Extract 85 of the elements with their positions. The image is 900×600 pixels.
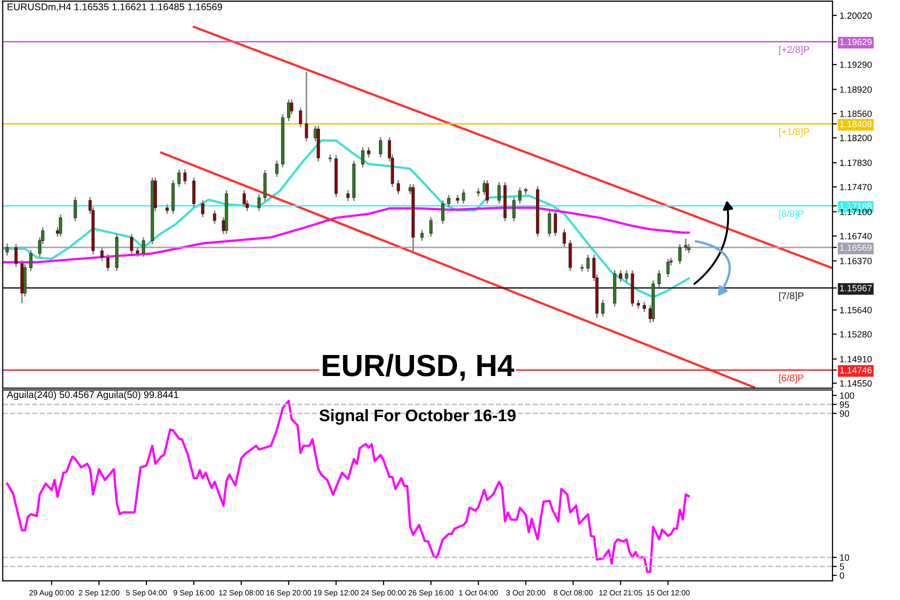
y-tick-label: 1.19290 — [840, 62, 872, 68]
candlestick — [378, 136, 382, 158]
candlestick — [420, 229, 424, 242]
candlestick — [548, 210, 552, 238]
text: EUR/USD, H4 — [322, 354, 514, 381]
candlestick — [642, 301, 646, 313]
candlestick — [192, 176, 196, 208]
y-tick-label: 1.15640 — [840, 306, 872, 314]
candlestick — [554, 210, 558, 237]
y-tick-label: 1.17830 — [840, 160, 872, 166]
y-tick-label: 1.20020 — [840, 12, 872, 19]
y-tick-label: 1.17470 — [840, 184, 872, 190]
candlestick — [346, 190, 350, 202]
candlestick — [166, 204, 169, 214]
y-tick-label: 1.16569 — [840, 244, 872, 251]
y-tick-label: 1.15967 — [840, 284, 872, 292]
y-tick-label: 1.19629 — [840, 38, 872, 46]
y-tick-label: 1.18560 — [840, 110, 872, 117]
candlestick — [106, 253, 110, 272]
y-tick-label: 1.16370 — [840, 258, 872, 264]
y-tick-label: 1.14910 — [840, 356, 872, 362]
candlestick — [618, 270, 622, 282]
candlestick — [242, 190, 246, 208]
y-tick-label: 1.18408 — [840, 120, 872, 128]
candlestick — [201, 200, 204, 218]
candlestick — [142, 236, 146, 258]
y-tick-label: 1.18920 — [840, 86, 872, 93]
ref-line-label: [8/8]P — [779, 210, 804, 220]
candlestick — [684, 238, 688, 252]
y-tick-label: 5 — [840, 563, 844, 570]
candlestick — [462, 188, 466, 204]
ref-line-label: [6/8]P — [779, 374, 804, 384]
candlestick — [429, 216, 433, 238]
candlestick — [562, 228, 566, 248]
y-tick-label: 1.18200 — [840, 134, 872, 142]
ref-line-label: [7/8]P — [779, 292, 804, 302]
y-tick-label: 100 — [840, 392, 854, 399]
candlestick — [257, 194, 261, 212]
candlestick — [298, 106, 302, 128]
candlestick — [361, 146, 364, 168]
y-tick-label: 95 — [840, 401, 850, 408]
line-series — [3, 206, 690, 264]
candlestick — [512, 196, 516, 222]
candlestick — [130, 233, 134, 255]
candlestick — [497, 182, 501, 204]
y-tick-label: 10 — [840, 554, 850, 561]
y-tick-label: 90 — [840, 410, 850, 417]
candlestick — [304, 71, 308, 142]
line-series — [6, 400, 690, 573]
candlestick — [658, 270, 661, 288]
annotation: EURUSDm,H4 1.16535 1.16621 1.16485 1.16569 — [8, 3, 222, 12]
candlestick — [58, 214, 62, 238]
candlestick — [74, 196, 77, 222]
candlestick — [183, 168, 187, 185]
candlestick — [586, 254, 590, 272]
y-tick-label: 1.15280 — [840, 331, 872, 338]
candlestick — [518, 186, 522, 204]
y-tick-label: 1.14746 — [840, 367, 872, 374]
candlestick — [14, 243, 18, 268]
candlestick — [447, 194, 450, 208]
candlestick — [441, 200, 444, 225]
candlestick — [678, 243, 682, 265]
candlestick — [396, 179, 400, 195]
candlestick — [367, 146, 370, 158]
candlestick — [6, 242, 9, 256]
candlestick — [666, 258, 670, 278]
annotation: Aguila(240) 50.4567 Aguila(50) 99.8441 — [6, 390, 178, 400]
candlestick — [136, 246, 140, 258]
y-tick-label: 1.14550 — [840, 380, 872, 387]
candlestick — [29, 249, 32, 272]
candlestick — [601, 299, 604, 318]
ref-line-label: [+2/8]P — [779, 46, 810, 55]
candlestick — [177, 168, 181, 188]
line-series — [3, 139, 690, 298]
candlestick — [212, 210, 216, 225]
candlestick — [100, 246, 104, 262]
text: Signal For October 16-19 — [319, 409, 516, 425]
y-tick-label: 1.16740 — [840, 232, 872, 240]
candlestick — [486, 179, 489, 204]
y-tick-label: 1.17188 — [840, 202, 872, 210]
candlestick — [287, 98, 290, 122]
ref-line-label: [+1/8]P — [779, 128, 810, 138]
candlestick — [624, 270, 628, 282]
y-tick-label: 0 — [840, 572, 844, 579]
candlestick — [275, 160, 278, 178]
